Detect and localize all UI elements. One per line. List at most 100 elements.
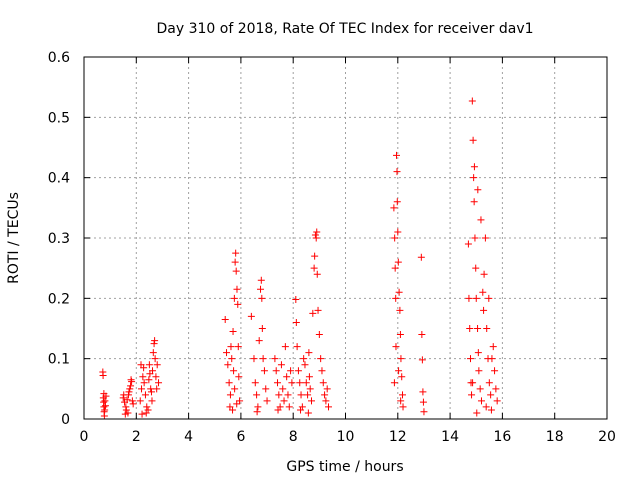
y-tick-label: 0.6	[48, 50, 70, 66]
x-tick-label: 0	[80, 429, 89, 445]
data-point	[120, 391, 128, 399]
data-point	[468, 97, 476, 105]
data-point	[305, 349, 313, 357]
data-point	[313, 228, 321, 236]
data-point	[492, 385, 500, 393]
data-point	[397, 397, 405, 405]
data-point	[142, 409, 150, 417]
data-point	[399, 403, 407, 411]
data-point	[309, 309, 317, 317]
y-axis-label: ROTI / TECUs	[6, 192, 22, 284]
data-point	[149, 349, 157, 357]
data-point	[226, 391, 234, 399]
data-point	[224, 361, 232, 369]
data-point	[255, 337, 263, 345]
data-point	[480, 270, 488, 278]
data-point	[319, 379, 327, 387]
data-point	[471, 234, 479, 242]
data-point	[313, 270, 321, 278]
data-point	[145, 361, 153, 369]
data-point	[485, 294, 493, 302]
data-point	[489, 343, 497, 351]
data-point	[230, 294, 238, 302]
data-point	[253, 408, 261, 416]
y-tick-label: 0.2	[48, 291, 70, 307]
data-point	[314, 306, 322, 314]
data-point	[297, 391, 305, 399]
data-point	[396, 331, 404, 339]
x-axis-label: GPS time / hours	[286, 459, 403, 475]
data-point	[477, 397, 485, 405]
x-tick-label: 14	[441, 429, 459, 445]
data-point	[155, 379, 163, 387]
data-point	[279, 385, 287, 393]
data-point	[292, 318, 300, 326]
chart-title: Day 310 of 2018, Rate Of TEC Index for r…	[156, 21, 533, 37]
data-point	[488, 355, 496, 363]
y-tick-label: 0	[61, 412, 70, 428]
data-point	[472, 264, 480, 272]
data-point	[258, 294, 266, 302]
data-point	[312, 234, 320, 242]
data-point	[470, 198, 478, 206]
data-point	[284, 391, 292, 399]
data-point	[470, 174, 478, 182]
data-point	[280, 397, 288, 405]
data-point	[311, 231, 319, 239]
data-point	[153, 385, 161, 393]
data-point	[464, 240, 472, 248]
data-point	[323, 385, 331, 393]
data-point	[283, 373, 291, 381]
data-point	[311, 252, 319, 260]
data-point	[419, 388, 427, 396]
data-point	[293, 343, 301, 351]
y-tick-label: 0.1	[48, 352, 70, 368]
data-point	[287, 367, 295, 375]
data-point	[298, 403, 306, 411]
data-point	[399, 391, 407, 399]
data-point	[390, 379, 398, 387]
data-point	[148, 397, 156, 405]
data-point	[274, 379, 282, 387]
data-point	[122, 406, 130, 414]
data-point	[139, 373, 147, 381]
data-point	[391, 264, 399, 272]
data-point	[395, 288, 403, 296]
data-point	[143, 403, 151, 411]
data-point	[392, 343, 400, 351]
data-point	[491, 367, 499, 375]
x-tick-label: 6	[236, 429, 245, 445]
x-tick-label: 16	[493, 429, 511, 445]
data-point	[147, 388, 155, 396]
data-point	[230, 367, 238, 375]
data-point	[119, 394, 127, 402]
data-point	[477, 216, 485, 224]
data-point	[474, 186, 482, 194]
data-point	[128, 397, 136, 405]
y-tick-label: 0.3	[48, 231, 70, 247]
data-point	[288, 379, 296, 387]
data-point	[482, 403, 490, 411]
data-point	[419, 398, 427, 406]
data-point	[417, 253, 425, 261]
data-point	[473, 409, 481, 417]
data-point	[392, 294, 400, 302]
data-point	[127, 382, 135, 390]
x-tick-label: 10	[337, 429, 355, 445]
data-point	[254, 403, 262, 411]
data-point	[271, 355, 279, 363]
data-point	[315, 331, 323, 339]
data-point	[233, 400, 241, 408]
data-point	[257, 276, 265, 284]
data-point	[141, 391, 149, 399]
data-point	[253, 391, 261, 399]
data-point	[274, 406, 282, 414]
data-point	[260, 367, 268, 375]
data-point	[465, 294, 473, 302]
data-point	[149, 367, 157, 375]
data-point	[152, 373, 160, 381]
data-point	[138, 385, 146, 393]
data-point	[281, 343, 289, 351]
